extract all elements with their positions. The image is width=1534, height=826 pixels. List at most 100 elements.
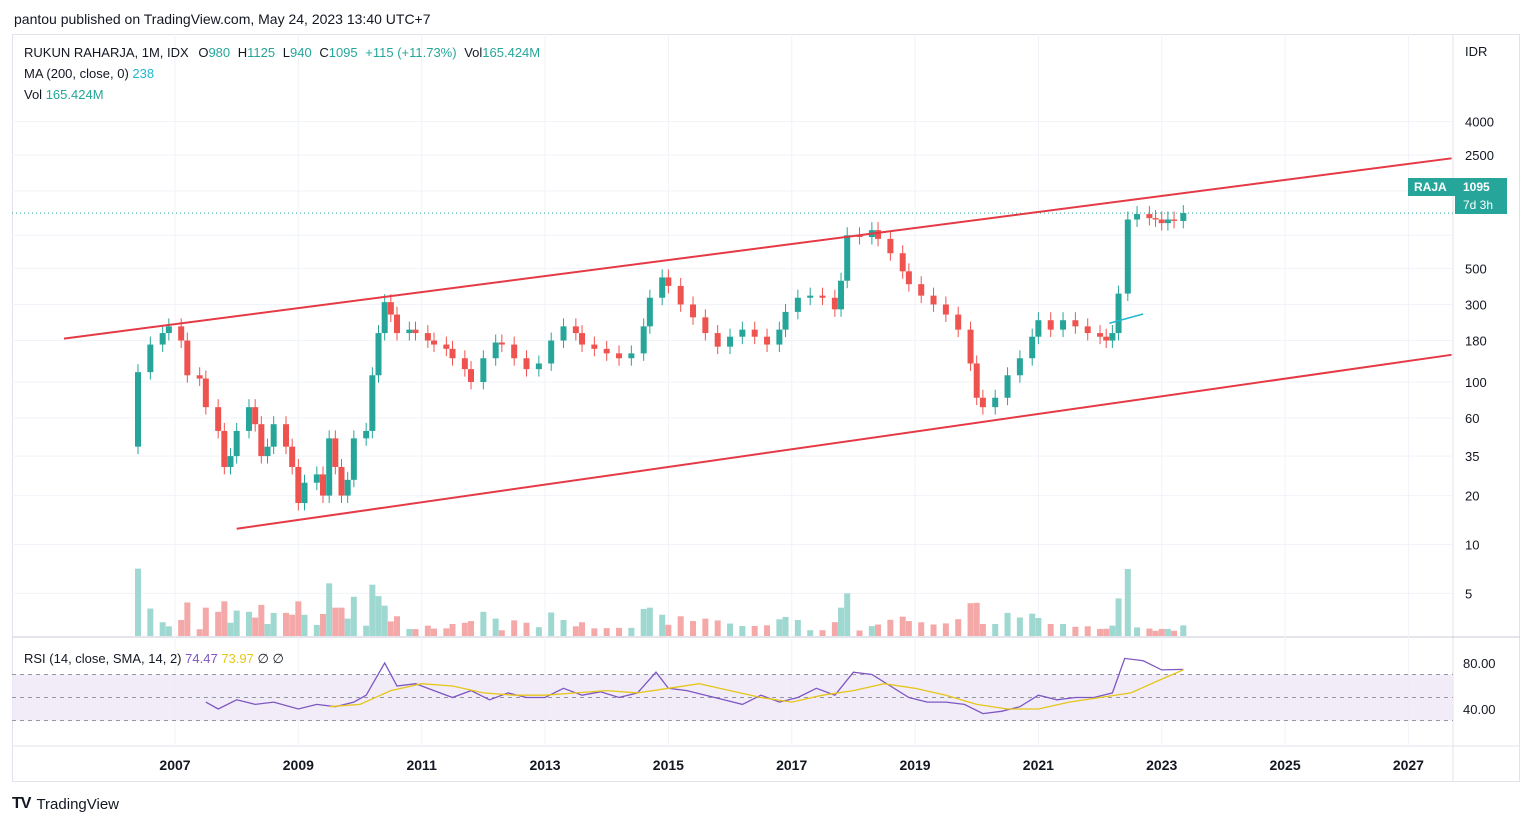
volume-bar [992, 623, 999, 636]
candle-body [1146, 214, 1153, 219]
candle-body [1109, 333, 1116, 341]
last-price-badge: 1095 [1455, 178, 1507, 196]
volume-bar [1035, 617, 1042, 636]
volume-bar [844, 593, 851, 636]
volume-bar [492, 618, 499, 636]
price-tick-label: 5 [1465, 586, 1472, 601]
ma-legend[interactable]: MA (200, close, 0) 238 [24, 66, 154, 81]
volume-bar [498, 630, 505, 636]
volume-bar [591, 628, 598, 636]
candle-body [480, 358, 487, 382]
volume-bar [1016, 617, 1023, 636]
volume-bar [690, 621, 697, 636]
candle-body [468, 369, 475, 382]
candle-body [252, 407, 259, 425]
candle-body [899, 253, 906, 272]
volume-bar [979, 623, 986, 636]
candle-body [665, 277, 672, 286]
rsi-legend[interactable]: RSI (14, close, SMA, 14, 2) 74.47 73.97 … [24, 651, 284, 667]
volume-bar [202, 607, 209, 636]
rsi-extra-1: ∅ [257, 651, 269, 666]
candle-body [603, 348, 610, 354]
candle-body [443, 344, 450, 349]
volume-bar [313, 624, 320, 636]
candle-body [1115, 293, 1122, 334]
candle-body [535, 363, 542, 370]
candle-body [313, 474, 320, 483]
volume-bar [1152, 630, 1159, 636]
candle-body [973, 363, 980, 398]
volume-bar [424, 625, 431, 636]
bar-countdown-badge: 7d 3h [1455, 196, 1507, 214]
price-tick-label: 300 [1465, 297, 1487, 312]
candle-body [394, 314, 401, 334]
tradingview-footer[interactable]: TV TradingView [12, 795, 119, 813]
candle-body [887, 238, 894, 254]
lower-channel-line [236, 353, 1452, 530]
candle-body [844, 235, 851, 281]
volume-bar [1004, 612, 1011, 636]
volume-bar [942, 623, 949, 636]
candle-body [147, 344, 154, 373]
candle-body [1035, 320, 1042, 337]
volume-bar [147, 608, 154, 636]
volume-bar [875, 624, 882, 636]
rsi-tick-label: 80.00 [1463, 656, 1496, 671]
rsi-tick-label: 40.00 [1463, 702, 1496, 717]
low-value: 940 [290, 45, 312, 60]
candle-body [646, 297, 653, 327]
low-label: L [282, 45, 290, 60]
candle-body [579, 333, 586, 345]
upper-channel-line [63, 157, 1452, 340]
tradingview-logo-icon: TV [12, 795, 31, 812]
candle-body [258, 424, 265, 457]
volume-value: 165.424M [45, 87, 104, 102]
rsi-sma-value: 73.97 [221, 651, 254, 666]
volume-bar [776, 619, 783, 636]
volume-bar [369, 584, 376, 636]
volume-bar [677, 616, 684, 636]
candle-body [930, 295, 937, 305]
volume-bar [868, 626, 875, 636]
volume-bar [350, 596, 357, 636]
candle-body [979, 397, 986, 408]
volume-legend[interactable]: Vol 165.424M [24, 87, 104, 102]
candle-body [659, 277, 666, 298]
candle-body [270, 424, 277, 447]
volume-bar [443, 628, 450, 636]
candle-body [363, 430, 370, 439]
price-tick-label: 500 [1465, 261, 1487, 276]
candle-body [227, 456, 234, 467]
candle-body [134, 372, 141, 447]
rsi-extra-2: ∅ [272, 651, 284, 666]
symbol-name[interactable]: RUKUN RAHARJA, 1M, IDX [24, 45, 189, 60]
candle-body [1158, 219, 1165, 224]
candle-body [449, 348, 456, 359]
candle-body [196, 375, 203, 379]
price-tick-label: 180 [1465, 334, 1487, 349]
candle-body [424, 333, 431, 341]
volume-bar [258, 604, 265, 636]
volume-bar [295, 601, 302, 636]
candle-body [1164, 219, 1171, 224]
candle-body [1152, 218, 1159, 220]
candle-body [807, 295, 814, 298]
candle-body [905, 271, 912, 285]
volume-bar [560, 619, 567, 636]
volume-bar [1029, 613, 1036, 636]
volume-bar [918, 622, 925, 636]
candle-body [461, 358, 468, 370]
volume-bar [1084, 626, 1091, 636]
volume-bar [807, 630, 814, 636]
ma-line [1109, 313, 1144, 324]
volume-bar [480, 611, 487, 636]
volume-bar [616, 627, 623, 636]
time-tick-label: 2021 [1023, 757, 1054, 773]
volume-bar [1097, 628, 1104, 636]
volume-bar [856, 630, 863, 636]
candle-body [794, 297, 801, 312]
volume-bar [289, 614, 296, 636]
volume-bar [899, 616, 906, 636]
volume-bar [739, 625, 746, 636]
